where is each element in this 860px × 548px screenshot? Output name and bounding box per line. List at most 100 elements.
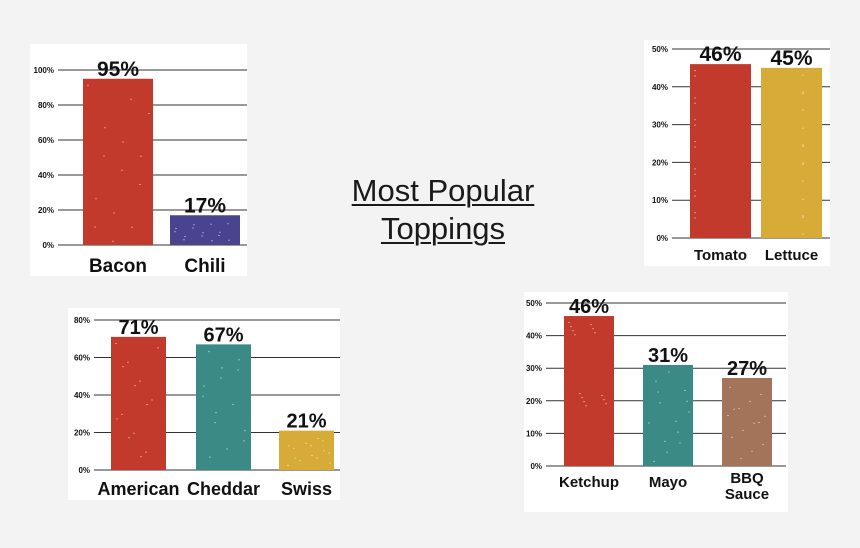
bar-texture: [211, 240, 213, 242]
bar-texture: [218, 235, 220, 236]
bar-texture: [751, 450, 753, 452]
bar-texture: [139, 184, 141, 185]
y-tick-label: 40%: [38, 171, 54, 180]
bar-texture: [174, 231, 176, 233]
bar-texture: [226, 448, 228, 450]
bar-texture: [219, 231, 221, 233]
bar-texture: [148, 113, 150, 114]
bar-texture: [760, 393, 762, 395]
bar-texture: [802, 162, 804, 164]
bar-texture: [127, 361, 129, 363]
bar-texture: [115, 342, 117, 344]
bar-texture: [802, 109, 804, 111]
bar-texture: [694, 119, 696, 121]
bar-texture: [686, 400, 688, 402]
chart-cheese: 0% 20% 40% 60% 80% 71% American 67% Cheddar 21% Sw…: [68, 308, 340, 500]
bar-texture: [659, 402, 661, 404]
y-tick-label: 20%: [74, 429, 90, 438]
value-label: 45%: [770, 47, 812, 70]
bar-texture: [605, 403, 607, 405]
y-tick-label: 60%: [38, 136, 54, 145]
category-label: BBQ: [730, 470, 764, 487]
bar-texture: [238, 359, 240, 361]
chart-tomato-lettuce-svg: 0% 10% 20% 30% 40% 50% 46% Tomato 45% Lettuce: [652, 43, 830, 264]
bar-texture: [192, 227, 194, 229]
category-label: Bacon: [89, 256, 147, 276]
bar-texture: [122, 366, 124, 368]
bar-texture: [103, 155, 105, 157]
bar-texture: [294, 457, 296, 459]
bar-texture: [694, 190, 696, 192]
category-label: American: [97, 479, 179, 499]
bar-texture: [202, 395, 204, 397]
value-label: 27%: [727, 358, 767, 380]
bar-texture: [802, 163, 804, 165]
bar-mayo: [643, 364, 693, 466]
bar-texture: [140, 155, 142, 157]
bar-texture: [694, 102, 696, 104]
chart-bacon-chili: 0% 20% 40% 60% 80% 100% 95% Bacon 17% Chili: [30, 44, 247, 276]
bar-texture: [740, 457, 742, 459]
chart-sauces: 0% 10% 20% 30% 40% 50% 46% Ketchup 31% Mayo 27% BBQ…: [524, 292, 788, 512]
bar-texture: [758, 421, 760, 423]
bar-texture: [329, 462, 331, 464]
y-tick-label: 10%: [652, 196, 668, 205]
chart-bacon-chili-svg: 0% 20% 40% 60% 80% 100% 95% Bacon 17% Chili: [34, 58, 247, 276]
bar-texture: [653, 460, 655, 462]
bar-texture: [666, 451, 668, 453]
bar-texture: [694, 217, 696, 219]
bar-texture: [139, 380, 141, 382]
y-tick-label: 30%: [652, 121, 668, 130]
category-label: Cheddar: [187, 479, 260, 499]
bar-texture: [121, 169, 123, 171]
bar-texture: [311, 455, 313, 457]
bar-texture: [733, 408, 735, 410]
bar-texture: [113, 212, 115, 214]
chart-tomato-lettuce: 0% 10% 20% 30% 40% 50% 46% Tomato 45% Lettuce: [644, 40, 830, 266]
y-tick-label: 20%: [526, 397, 542, 406]
bar-texture: [134, 385, 136, 387]
y-tick-label: 10%: [526, 429, 542, 438]
bar-texture: [802, 216, 804, 218]
bar-texture: [122, 141, 124, 143]
bar-texture: [323, 450, 325, 452]
bar-texture: [802, 145, 804, 147]
bar-texture: [694, 70, 696, 72]
bar-texture: [227, 223, 229, 225]
bar-tomato: [690, 64, 751, 239]
bar-texture: [175, 228, 177, 229]
bar-texture: [140, 456, 142, 458]
value-label: 71%: [118, 317, 158, 339]
bar-texture: [228, 239, 230, 241]
bar-ketchup: [564, 316, 614, 466]
bar-texture: [694, 173, 696, 175]
y-tick-label: 40%: [652, 83, 668, 92]
chart-sauces-svg: 0% 10% 20% 30% 40% 50% 46% Ketchup 31% Mayo 27% BBQ…: [526, 296, 786, 503]
y-tick-label: 40%: [74, 391, 90, 400]
value-label: 67%: [203, 324, 243, 346]
bar-texture: [243, 440, 245, 442]
bar-texture: [151, 399, 153, 401]
bar-texture: [104, 127, 106, 129]
bar-texture: [322, 440, 324, 442]
page-title: Most Popular Toppings: [300, 172, 586, 248]
bar-texture: [749, 400, 751, 402]
bar-texture: [727, 414, 729, 416]
bar-texture: [232, 403, 234, 405]
bar-texture: [574, 334, 576, 336]
bar-texture: [802, 180, 804, 182]
bar-texture: [679, 442, 681, 444]
bar-texture: [592, 328, 594, 330]
category-label: Sauce: [725, 486, 769, 503]
bar-cheddar: [196, 344, 251, 470]
bar-texture: [145, 451, 147, 453]
bar-texture: [655, 380, 657, 382]
category-label: Ketchup: [559, 474, 619, 491]
bar-texture: [208, 351, 210, 353]
value-label: 21%: [286, 411, 326, 433]
bar-texture: [594, 332, 596, 334]
bar-texture: [664, 440, 666, 442]
bar-texture: [215, 412, 217, 413]
bar-texture: [572, 330, 574, 332]
bar-texture: [244, 430, 246, 432]
